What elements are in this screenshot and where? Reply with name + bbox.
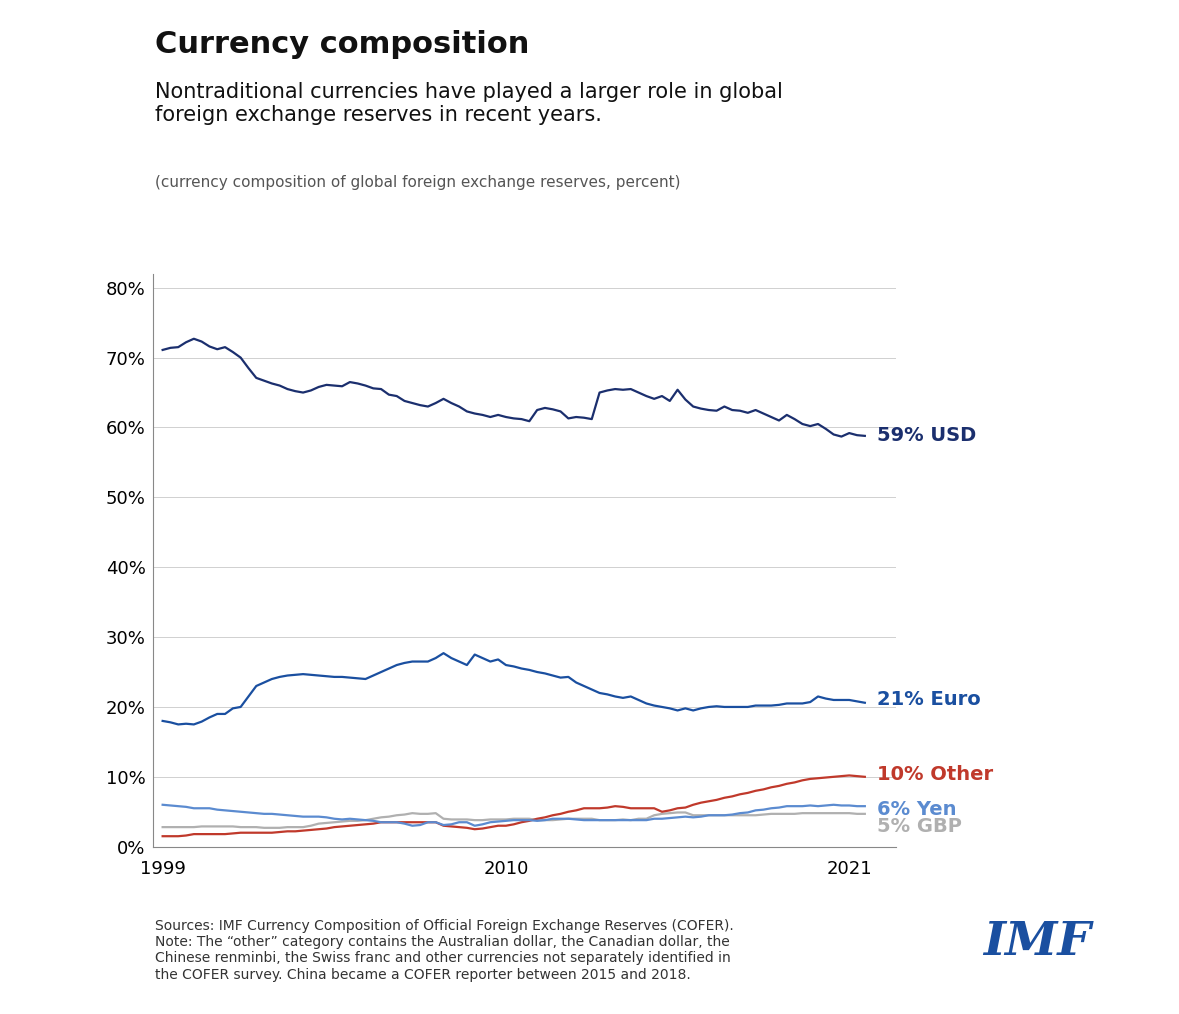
Text: (currency composition of global foreign exchange reserves, percent): (currency composition of global foreign … xyxy=(154,175,680,190)
Text: Sources: IMF Currency Composition of Official Foreign Exchange Reserves (COFER).: Sources: IMF Currency Composition of Off… xyxy=(154,919,733,982)
Text: IMF: IMF xyxy=(983,919,1092,965)
Text: 5% GBP: 5% GBP xyxy=(877,817,962,836)
Text: Nontraditional currencies have played a larger role in global
foreign exchange r: Nontraditional currencies have played a … xyxy=(154,82,783,125)
Text: 59% USD: 59% USD xyxy=(877,426,976,445)
Text: Currency composition: Currency composition xyxy=(154,30,529,59)
Text: 10% Other: 10% Other xyxy=(877,766,994,784)
Text: 6% Yen: 6% Yen xyxy=(877,800,957,819)
Text: 21% Euro: 21% Euro xyxy=(877,690,981,709)
